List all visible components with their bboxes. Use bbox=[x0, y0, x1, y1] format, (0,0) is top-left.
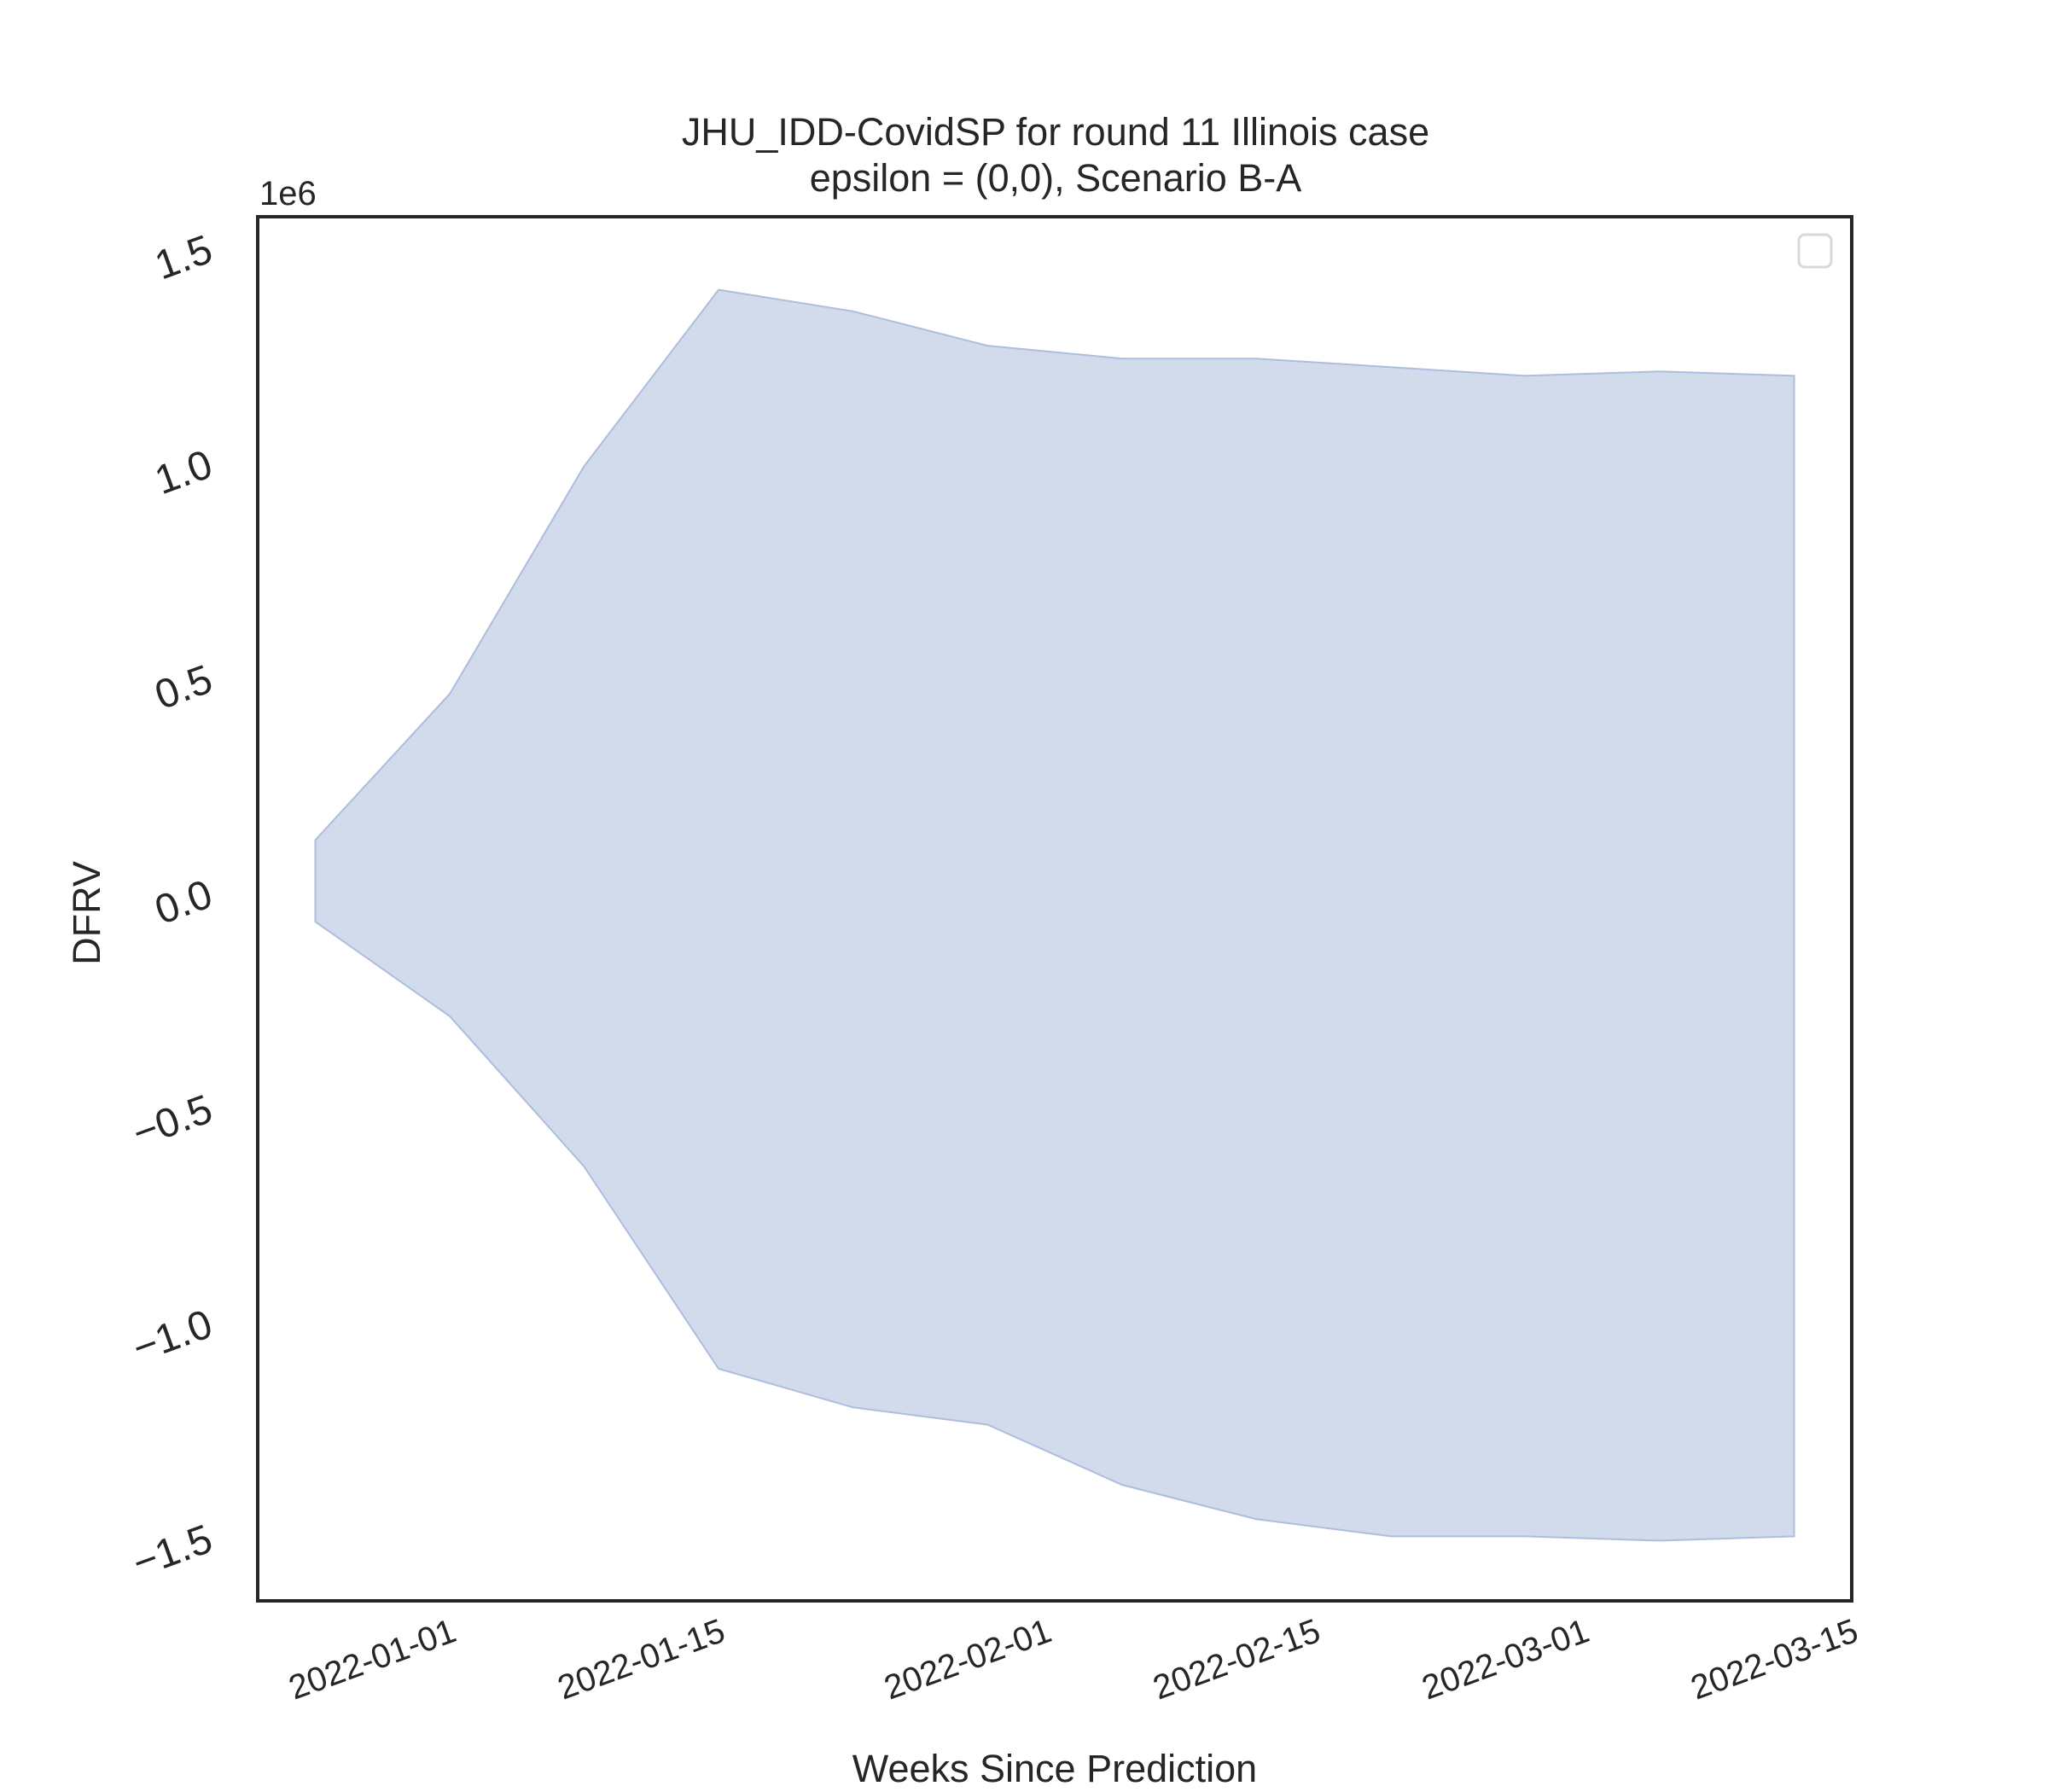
x-tick-label: 2022-02-01 bbox=[880, 1612, 1056, 1707]
y-tick-label: −1.0 bbox=[127, 1301, 218, 1371]
x-tick-label: 2022-03-01 bbox=[1417, 1612, 1594, 1707]
y-tick-label: 1.0 bbox=[149, 442, 218, 504]
y-offset-label: 1e6 bbox=[259, 175, 317, 212]
y-tick-label: −1.5 bbox=[127, 1516, 218, 1586]
y-axis-label: DFRV bbox=[65, 861, 108, 965]
plot-frame bbox=[256, 215, 1853, 1603]
chart-title-line2: epsilon = (0,0), Scenario B-A bbox=[810, 156, 1302, 200]
chart-title-line1: JHU_IDD-CovidSP for round 11 Illinois ca… bbox=[682, 110, 1429, 154]
x-tick-label: 2022-02-15 bbox=[1149, 1612, 1325, 1707]
uncertainty-band-0 bbox=[314, 288, 1795, 1542]
x-tick-label: 2022-03-15 bbox=[1686, 1612, 1863, 1707]
y-tick-label: 1.5 bbox=[149, 227, 218, 289]
x-tick-label: 2022-01-15 bbox=[553, 1612, 730, 1707]
y-tick-label: 0.5 bbox=[149, 657, 218, 719]
x-axis-label: Weeks Since Prediction bbox=[852, 1747, 1257, 1790]
x-ticks: 2022-01-01 2022-01-15 2022-02-01 2022-02-15… bbox=[284, 1612, 1863, 1707]
legend-box bbox=[1797, 233, 1833, 269]
x-tick-label: 2022-01-01 bbox=[284, 1612, 461, 1707]
y-tick-label: −0.5 bbox=[127, 1086, 218, 1156]
plot-area bbox=[314, 288, 1795, 1542]
y-tick-label: 0.0 bbox=[149, 871, 218, 934]
y-ticks: −1.5 −1.0 −0.5 0.0 0.5 1.0 1.5 bbox=[127, 227, 218, 1586]
